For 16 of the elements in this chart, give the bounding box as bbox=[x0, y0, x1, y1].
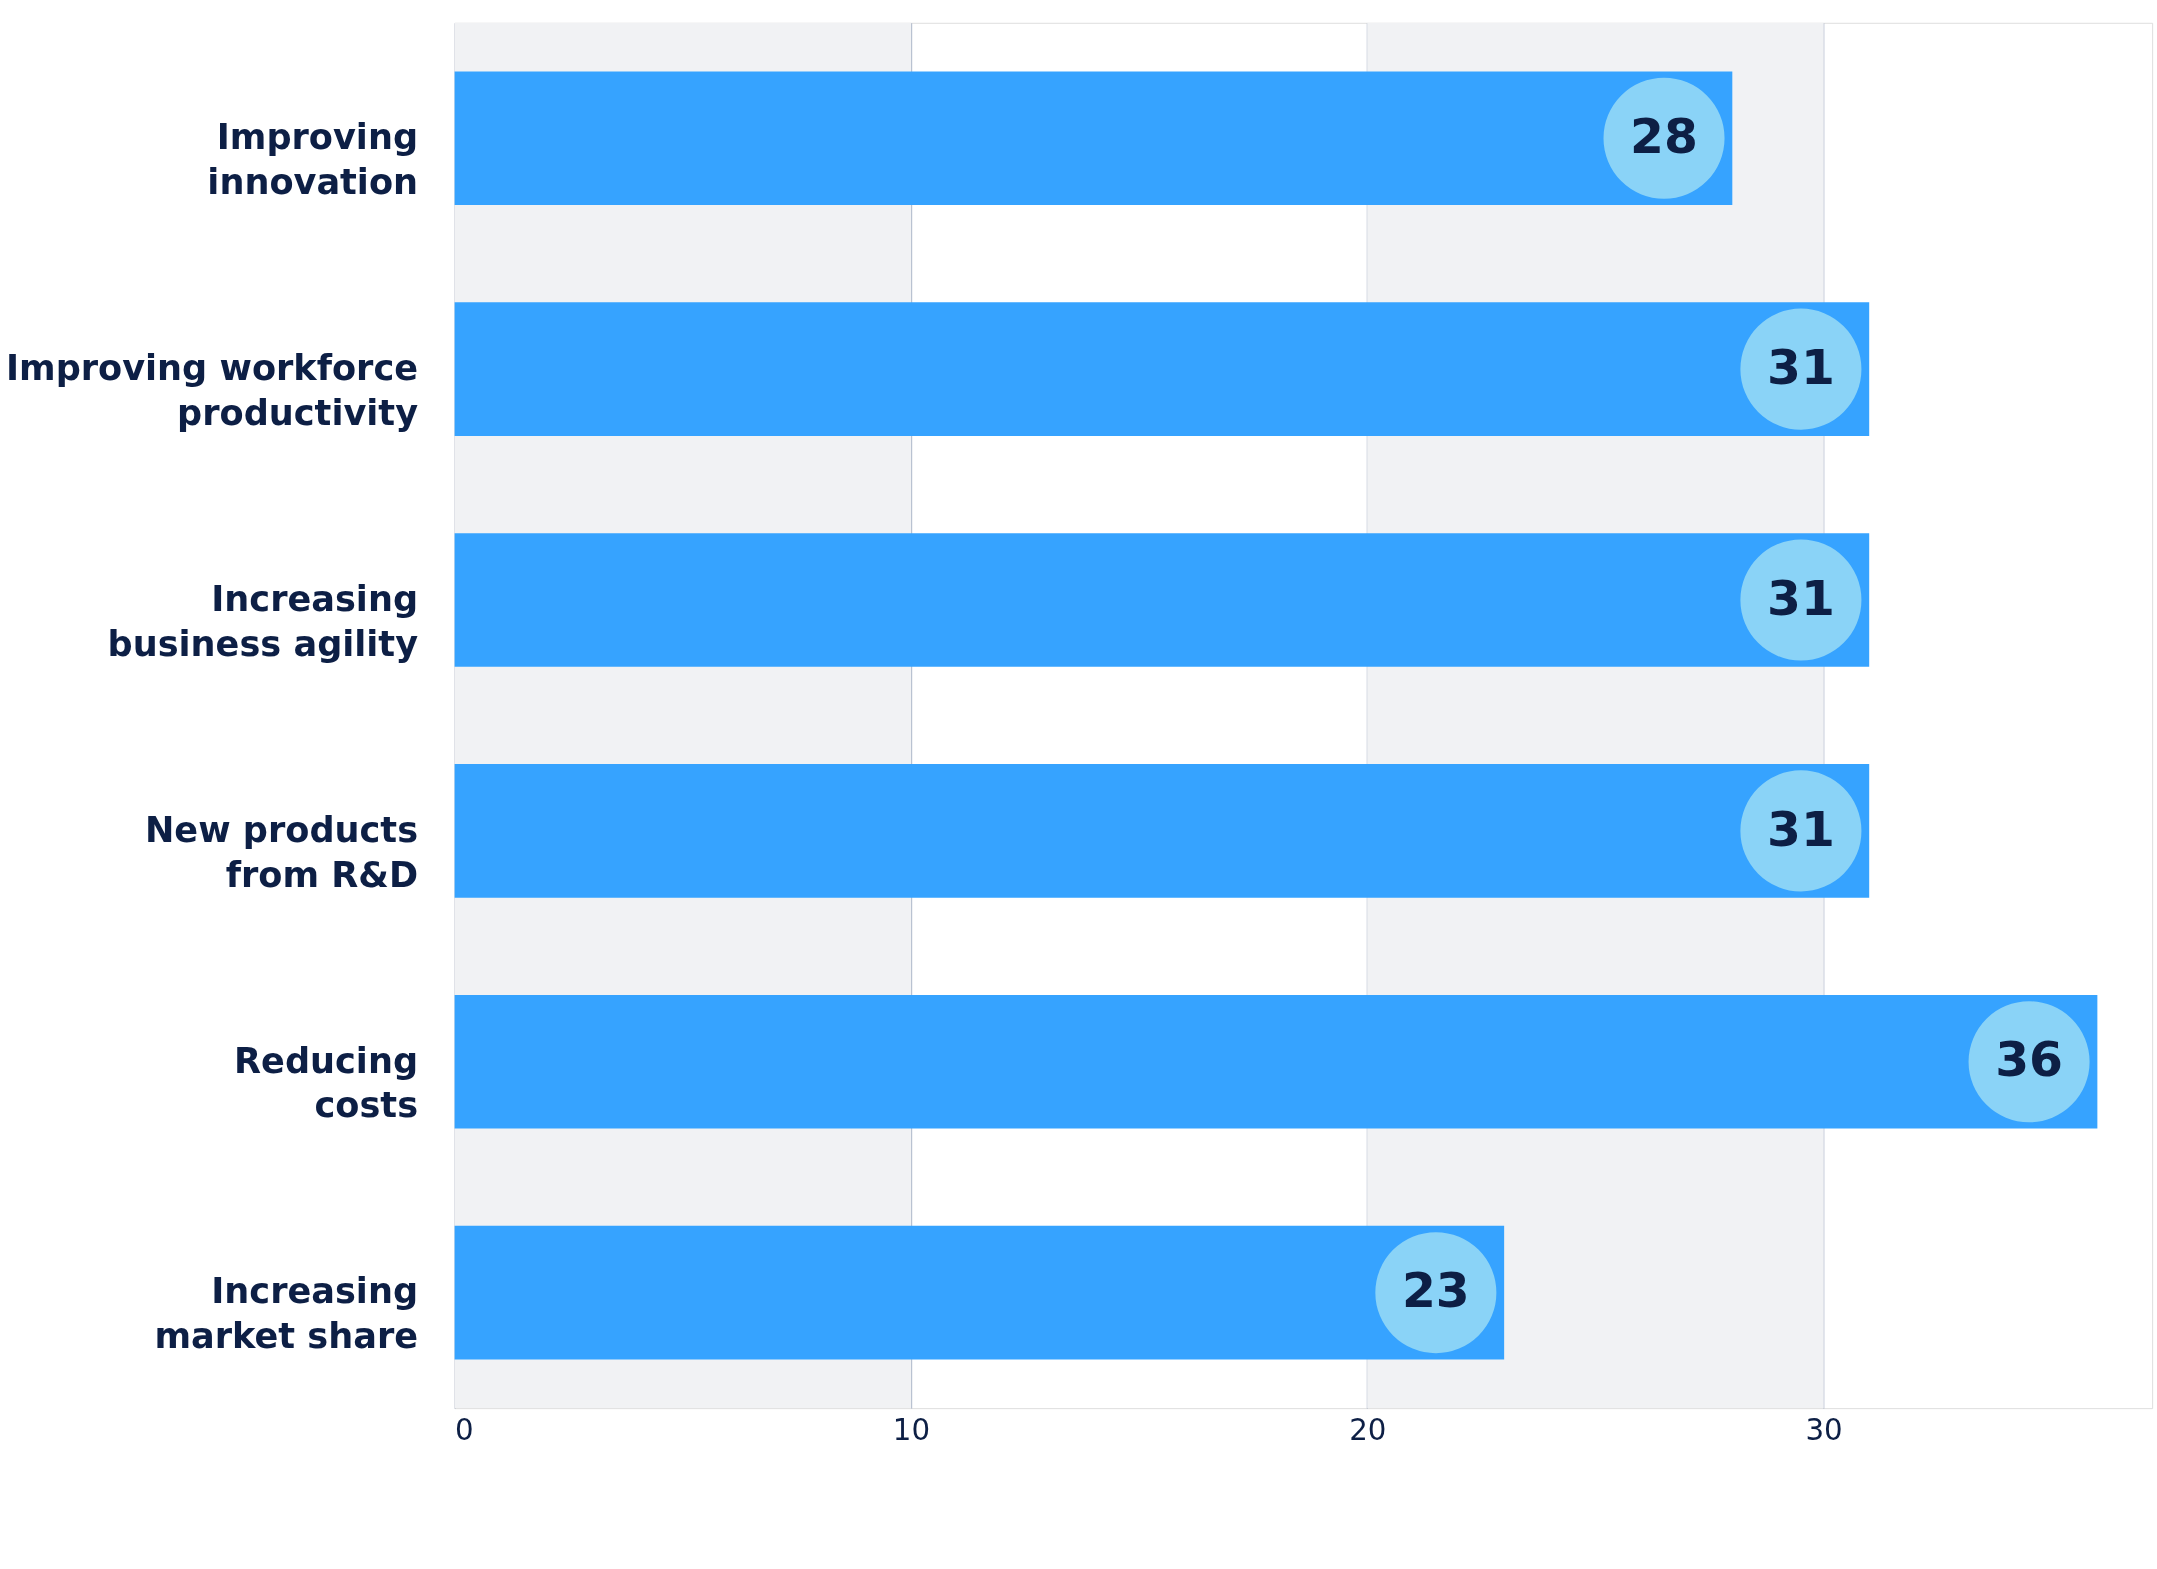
y-tick-label: Increasing business agility bbox=[107, 577, 419, 664]
data-label: 23 bbox=[1401, 1262, 1470, 1320]
data-label: 36 bbox=[1995, 1031, 2064, 1089]
y-tick-label: New products from R&D bbox=[144, 808, 419, 895]
x-tick-label: 30 bbox=[1805, 1412, 1843, 1447]
y-tick-label: Reducing costs bbox=[234, 1039, 419, 1126]
y-tick-label: Improving workforce productivity bbox=[5, 346, 419, 433]
y-tick-label: Improving innovation bbox=[207, 115, 419, 202]
x-tick-label: 20 bbox=[1349, 1412, 1387, 1447]
data-label: 31 bbox=[1766, 800, 1835, 858]
x-tick-label: 10 bbox=[892, 1412, 931, 1447]
y-tick-label: Increasing market share bbox=[154, 1270, 419, 1357]
data-label: 31 bbox=[1766, 338, 1835, 396]
data-label: 31 bbox=[1766, 569, 1835, 627]
x-tick-label: 0 bbox=[455, 1412, 474, 1447]
data-label: 28 bbox=[1630, 107, 1698, 165]
